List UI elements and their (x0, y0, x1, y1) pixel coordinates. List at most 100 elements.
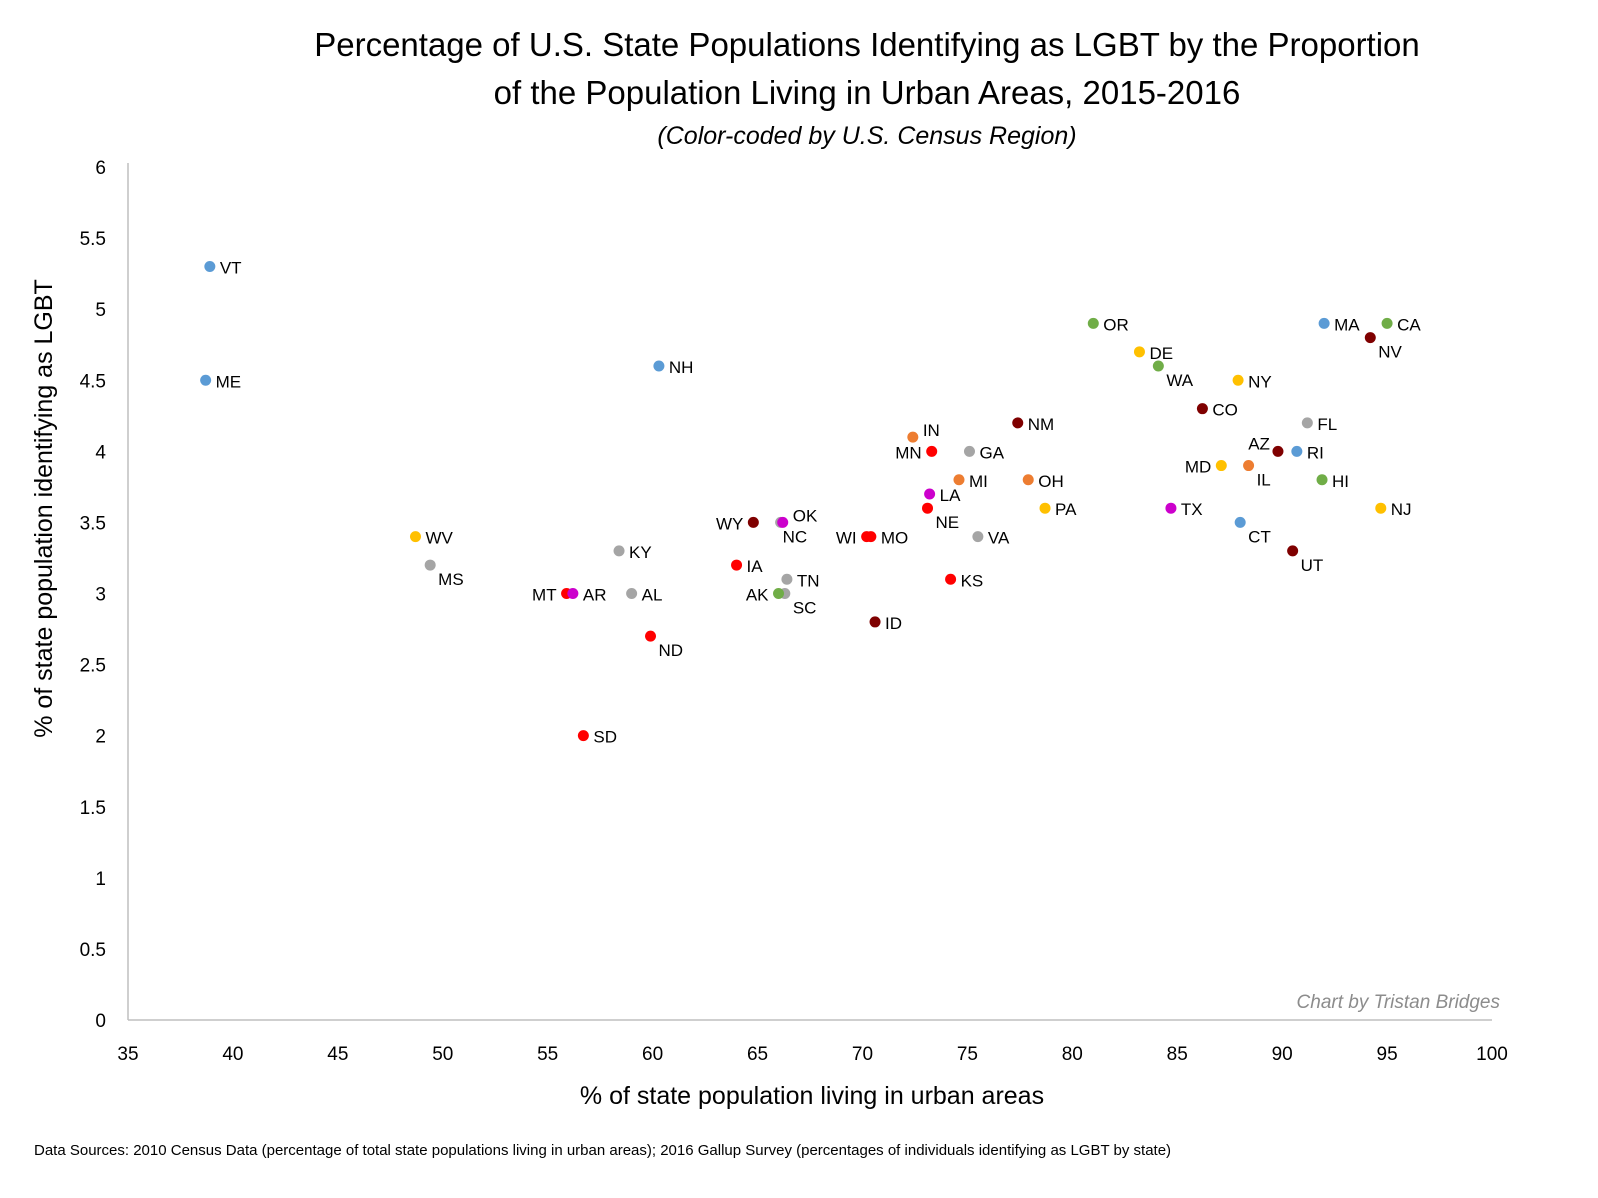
data-point-al (626, 588, 638, 599)
point-label-wy: WY (716, 514, 743, 533)
point-label-mi: MI (969, 472, 988, 491)
data-point-mo (865, 531, 877, 543)
data-point-me (200, 374, 212, 386)
point-label-mt: MT (532, 586, 557, 605)
point-label-ok: OK (793, 506, 818, 525)
data-point-tx (1165, 502, 1177, 514)
data-point-md (1215, 460, 1227, 472)
data-point-ky (613, 545, 625, 557)
point-label-fl: FL (1317, 415, 1337, 434)
point-label-wa: WA (1166, 371, 1193, 390)
point-label-oh: OH (1038, 472, 1064, 491)
data-point-ok (777, 516, 789, 528)
data-point-co (1196, 403, 1208, 415)
data-point-de (1133, 346, 1145, 358)
x-tick-label: 40 (222, 1044, 243, 1065)
point-label-ia: IA (747, 557, 764, 576)
point-label-nd: ND (659, 641, 684, 660)
y-tick-label: 1.5 (80, 798, 106, 819)
y-tick-label: 4.5 (80, 371, 106, 392)
data-point-ct (1234, 516, 1246, 528)
x-tick-label: 80 (1062, 1044, 1083, 1065)
point-label-ms: MS (438, 570, 464, 589)
data-point-mn (926, 445, 938, 457)
x-tick-label: 50 (432, 1044, 453, 1065)
data-point-il (1243, 460, 1255, 472)
data-point-nh (653, 360, 665, 372)
y-tick-label: 2.5 (80, 656, 106, 677)
point-label-ga: GA (979, 443, 1004, 462)
data-point-nd (645, 630, 657, 642)
y-tick-label: 6 (95, 158, 106, 179)
data-point-sd (577, 730, 589, 742)
y-tick-label: 0.5 (80, 940, 106, 961)
data-point-ms (424, 559, 436, 571)
y-tick-label: 3.5 (80, 513, 106, 534)
data-point-ak (773, 588, 785, 599)
point-label-ak: AK (746, 586, 769, 605)
point-label-la: LA (940, 486, 961, 505)
data-point-pa (1039, 502, 1051, 514)
data-point-hi (1316, 474, 1328, 486)
y-axis-title: % of state population identifying as LGB… (30, 279, 58, 738)
data-point-in (907, 431, 919, 443)
y-tick-label: 5.5 (80, 229, 106, 250)
point-label-il: IL (1257, 471, 1271, 490)
data-point-wy (747, 516, 759, 528)
data-point-oh (1022, 474, 1034, 486)
data-point-ia (731, 559, 743, 571)
x-tick-label: 60 (642, 1044, 663, 1065)
point-label-nv: NV (1378, 343, 1402, 362)
data-point-id (869, 616, 881, 628)
x-tick-label: 45 (327, 1044, 348, 1065)
data-point-wa (1152, 360, 1164, 372)
point-label-wi: WI (836, 529, 857, 548)
data-point-nm (1012, 417, 1024, 429)
axes (127, 163, 1492, 1021)
x-tick-label: 75 (957, 1044, 978, 1065)
point-label-mn: MN (895, 443, 921, 462)
data-point-ma (1318, 317, 1330, 329)
point-label-nh: NH (669, 358, 694, 377)
data-point-va (972, 531, 984, 543)
point-label-me: ME (216, 372, 242, 391)
x-tick-label: 35 (117, 1044, 138, 1065)
data-point-la (924, 488, 936, 500)
point-label-hi: HI (1332, 472, 1349, 491)
point-label-ar: AR (583, 586, 607, 605)
point-label-sd: SD (593, 728, 617, 747)
point-label-nc: NC (783, 527, 808, 546)
point-label-md: MD (1185, 458, 1211, 477)
data-point-ut (1287, 545, 1299, 557)
data-point-vt (204, 261, 216, 273)
point-label-nj: NJ (1391, 500, 1412, 519)
point-label-wv: WV (425, 529, 453, 548)
point-label-ri: RI (1307, 443, 1324, 462)
point-label-ny: NY (1248, 372, 1272, 391)
y-tick-labels: 0 0.5 1 1.5 2 2.5 3 3.5 4 4.5 5 5.5 6 (80, 158, 107, 1032)
x-tick-label: 100 (1476, 1044, 1508, 1065)
data-point-ne (922, 502, 934, 514)
y-tick-label: 1 (95, 869, 106, 890)
data-point-tn (781, 573, 793, 585)
point-label-vt: VT (220, 259, 242, 278)
data-sources-note: Data Sources: 2010 Census Data (percenta… (34, 1142, 1172, 1159)
point-label-or: OR (1103, 315, 1129, 334)
data-point-az (1272, 445, 1284, 457)
point-label-id: ID (885, 614, 902, 633)
point-label-tn: TN (797, 571, 820, 590)
chart-title-line-2: of the Population Living in Urban Areas,… (493, 74, 1241, 111)
point-label-ma: MA (1334, 315, 1360, 334)
x-tick-label: 95 (1377, 1044, 1398, 1065)
data-point-ri (1291, 445, 1303, 457)
data-point-mi (953, 474, 965, 486)
x-tick-label: 55 (537, 1044, 558, 1065)
y-tick-label: 2 (95, 727, 106, 748)
data-point-ca (1381, 317, 1393, 329)
point-label-ut: UT (1301, 556, 1324, 575)
data-point-ar (567, 588, 579, 599)
y-tick-label: 3 (95, 585, 106, 606)
point-label-mo: MO (881, 529, 908, 548)
point-label-nm: NM (1028, 415, 1054, 434)
x-tick-label: 85 (1167, 1044, 1188, 1065)
